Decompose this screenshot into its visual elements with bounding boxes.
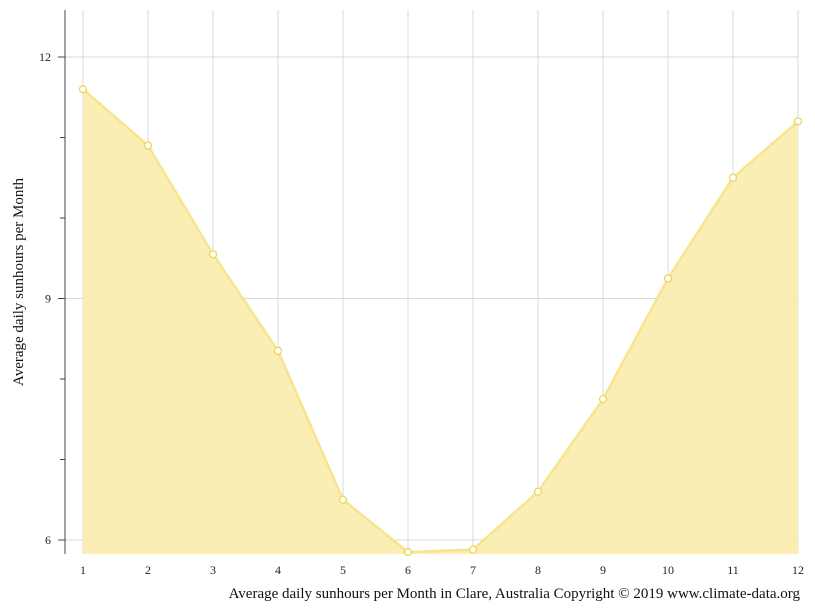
y-tick-label: 9 — [45, 292, 51, 306]
data-point — [533, 487, 543, 496]
data-point — [598, 394, 608, 404]
series-line — [82, 88, 799, 554]
x-tick-label: 9 — [600, 563, 606, 577]
x-tick-label: 11 — [727, 563, 739, 577]
x-tick-label: 6 — [405, 563, 411, 577]
x-tick-label: 10 — [662, 563, 674, 577]
x-tick-label: 12 — [792, 563, 804, 577]
x-tick-label: 3 — [210, 563, 216, 577]
data-point — [663, 274, 673, 283]
data-point — [468, 545, 478, 554]
chart-title: Average daily sunhours per Month in Clar… — [229, 586, 801, 602]
area-layer — [82, 88, 799, 554]
data-point — [143, 141, 153, 150]
x-tick-label: 5 — [340, 563, 346, 577]
y-tick-label: 6 — [45, 533, 51, 547]
x-tick-label: 2 — [145, 563, 151, 577]
data-point — [403, 547, 413, 557]
data-point — [728, 173, 738, 182]
x-tick-labels: 1 2 3 4 5 6 7 8 9 10 11 12 — [80, 563, 804, 577]
area-fill — [83, 89, 798, 554]
y-tick-labels: 6 9 12 — [39, 50, 51, 547]
data-point — [78, 85, 88, 94]
x-tick-label: 1 — [80, 563, 86, 577]
data-point — [338, 495, 348, 504]
data-point — [273, 346, 283, 355]
x-tick-label: 7 — [470, 563, 476, 577]
x-tick-label: 8 — [535, 563, 541, 577]
y-axis-title: Average daily sunhours per Month — [11, 178, 27, 387]
data-point — [793, 117, 803, 126]
y-tick-label: 12 — [39, 50, 51, 64]
data-point — [208, 250, 218, 259]
data-points — [78, 85, 803, 557]
x-tick-label: 4 — [275, 563, 281, 577]
axes — [58, 10, 66, 554]
